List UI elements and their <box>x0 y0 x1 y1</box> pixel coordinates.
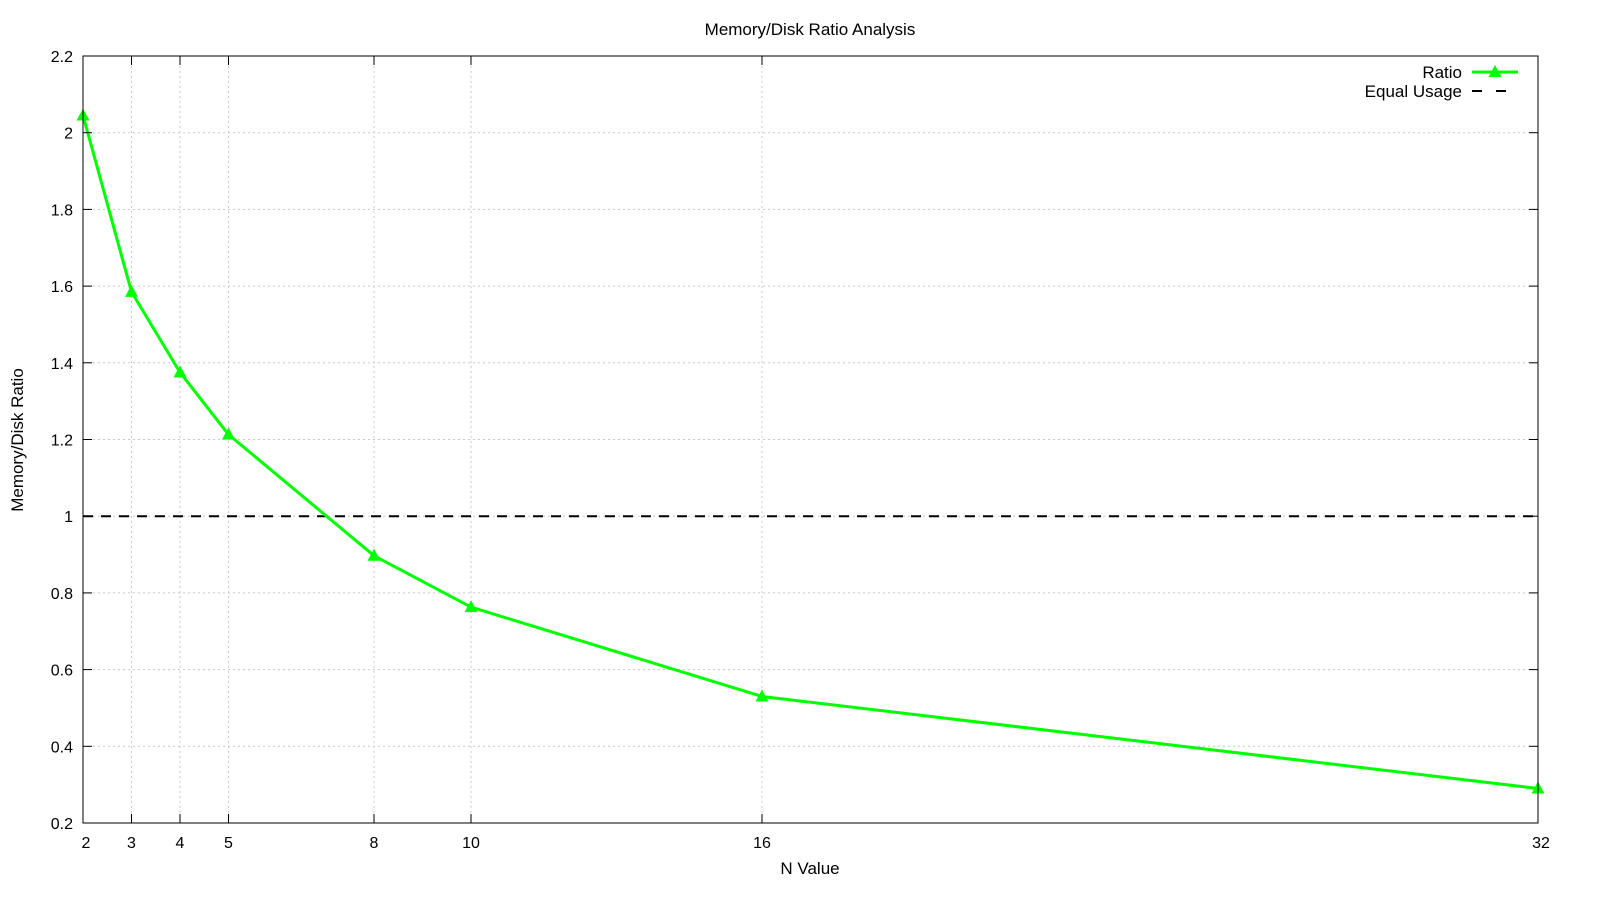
x-tick-label: 2 <box>82 835 91 852</box>
x-tick-label: 8 <box>370 835 379 852</box>
legend-marker-ratio <box>1488 65 1502 77</box>
ratio-point <box>755 689 769 702</box>
y-tick-label: 1.8 <box>51 202 73 219</box>
ratio-point <box>367 548 381 561</box>
ratio-point <box>464 600 478 613</box>
x-axis-title: N Value <box>780 859 839 878</box>
ratio-point <box>173 365 187 378</box>
y-tick-label: 0.2 <box>51 816 73 833</box>
y-tick-label: 0.4 <box>51 739 73 756</box>
x-tick-label: 32 <box>1532 835 1550 852</box>
legend-label-equal-usage: Equal Usage <box>1365 82 1462 101</box>
y-tick-label: 0.8 <box>51 586 73 603</box>
y-tick-label: 1.6 <box>51 279 73 296</box>
x-tick-label: 10 <box>462 835 480 852</box>
y-tick-label: 2.2 <box>51 49 73 66</box>
ratio-point <box>222 427 235 440</box>
chart-title: Memory/Disk Ratio Analysis <box>705 20 916 39</box>
series-layer <box>76 108 1545 794</box>
x-tick-label: 16 <box>753 835 771 852</box>
y-tick-label: 0.6 <box>51 663 73 680</box>
x-tick-label: 3 <box>127 835 136 852</box>
y-tick-label: 1.2 <box>51 433 73 450</box>
grid <box>83 56 1538 823</box>
axis-ticks: 0.2 0.4 0.6 0.8 1 1.2 1.4 1.6 1.8 2 2.2 2 3 4 5 8 10 16 32 <box>51 49 1550 852</box>
x-tick-label: 4 <box>176 835 185 852</box>
ratio-point <box>125 284 138 297</box>
y-tick-label: 2 <box>64 126 73 143</box>
y-axis-title: Memory/Disk Ratio <box>8 368 27 512</box>
legend-label-ratio: Ratio <box>1422 63 1462 82</box>
x-tick-label: 5 <box>224 835 233 852</box>
ratio-series-line <box>81 115 1539 790</box>
y-tick-label: 1.4 <box>51 356 73 373</box>
y-tick-label: 1 <box>64 509 73 526</box>
